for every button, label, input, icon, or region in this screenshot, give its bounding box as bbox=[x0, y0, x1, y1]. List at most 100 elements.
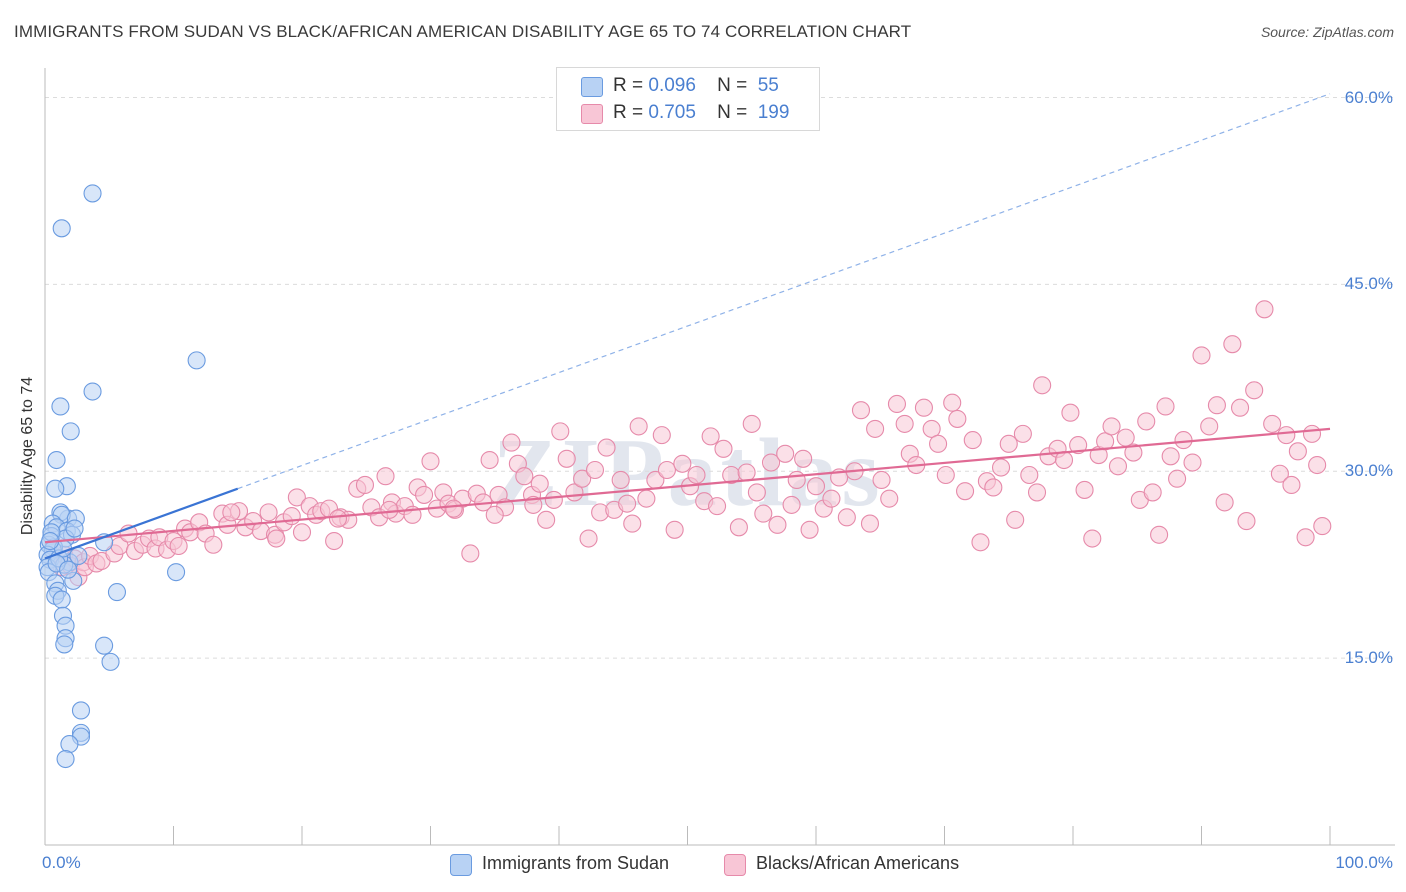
point-black bbox=[860, 514, 880, 533]
point-black bbox=[991, 458, 1011, 477]
point-black bbox=[1192, 346, 1211, 365]
point-black bbox=[259, 503, 278, 522]
point-sudan bbox=[59, 560, 78, 579]
point-black bbox=[169, 536, 188, 556]
point-black bbox=[1054, 450, 1074, 470]
point-sudan bbox=[55, 635, 74, 654]
point-black bbox=[761, 453, 781, 472]
series-name-black: Blacks/African Americans bbox=[756, 853, 960, 873]
point-black bbox=[637, 489, 656, 508]
point-sudan bbox=[47, 450, 66, 470]
y-tick-label: 30.0% bbox=[1344, 461, 1393, 481]
point-black bbox=[851, 401, 871, 420]
point-black bbox=[872, 470, 891, 490]
point-black bbox=[880, 489, 899, 508]
point-black bbox=[1143, 483, 1162, 502]
point-black bbox=[742, 414, 761, 433]
point-black bbox=[1296, 528, 1315, 547]
point-black bbox=[618, 494, 637, 513]
point-black bbox=[444, 499, 463, 518]
point-black bbox=[1006, 510, 1025, 529]
point-black bbox=[1108, 457, 1128, 476]
point-black bbox=[502, 433, 521, 452]
point-black bbox=[657, 460, 676, 480]
y-tick-label: 45.0% bbox=[1344, 274, 1393, 294]
legend-n-value: 199 bbox=[757, 102, 790, 123]
point-sudan bbox=[167, 563, 186, 582]
point-black bbox=[1161, 447, 1180, 466]
point-black bbox=[611, 470, 630, 490]
point-black bbox=[782, 495, 801, 514]
point-black bbox=[485, 505, 504, 524]
series-legend: Immigrants from Sudan Blacks/African Ame… bbox=[0, 852, 1406, 878]
point-black bbox=[292, 523, 312, 542]
point-black bbox=[380, 500, 399, 519]
point-black bbox=[1282, 475, 1301, 495]
point-sudan bbox=[71, 701, 91, 720]
point-black bbox=[963, 431, 982, 450]
point-black bbox=[737, 463, 756, 482]
series-swatch-pink bbox=[724, 854, 746, 876]
point-sudan bbox=[107, 583, 127, 602]
point-black bbox=[914, 398, 933, 417]
point-black bbox=[1288, 442, 1307, 461]
point-black bbox=[776, 444, 795, 463]
point-black bbox=[948, 409, 967, 428]
trend-lines bbox=[44, 93, 1331, 560]
trend-line-sudan bbox=[44, 487, 239, 560]
series-name-sudan: Immigrants from Sudan bbox=[482, 853, 670, 873]
point-black bbox=[1020, 465, 1039, 485]
point-black bbox=[1308, 455, 1327, 475]
point-black bbox=[1215, 493, 1234, 512]
point-sudan bbox=[65, 519, 84, 538]
point-black bbox=[267, 529, 286, 548]
point-black bbox=[623, 514, 642, 533]
point-black bbox=[1223, 335, 1242, 354]
point-black bbox=[1200, 417, 1219, 436]
point-black bbox=[421, 452, 440, 471]
legend-n-label: N = bbox=[717, 75, 748, 96]
trend-line-black bbox=[44, 427, 1331, 544]
chart-source: Source: ZipAtlas.com bbox=[1260, 24, 1394, 40]
point-sudan bbox=[83, 184, 102, 203]
point-black bbox=[325, 531, 344, 551]
legend: R = 0.096 N = 55 R = 0.705 N = 199 bbox=[556, 67, 820, 131]
axes bbox=[44, 68, 1395, 846]
point-black bbox=[1124, 443, 1143, 462]
point-black bbox=[895, 414, 914, 433]
legend-r-value: 0.096 bbox=[648, 75, 696, 96]
point-black bbox=[544, 490, 563, 509]
point-black bbox=[787, 470, 806, 490]
point-sudan bbox=[95, 636, 114, 655]
legend-n-label: N = bbox=[717, 102, 748, 123]
point-black bbox=[551, 422, 570, 441]
point-black bbox=[1137, 412, 1156, 431]
point-black bbox=[415, 485, 434, 504]
point-black bbox=[597, 438, 616, 457]
point-black bbox=[1313, 517, 1332, 536]
point-black bbox=[1116, 428, 1135, 447]
point-black bbox=[943, 393, 962, 412]
point-black bbox=[557, 449, 576, 468]
point-black bbox=[729, 518, 748, 537]
point-black bbox=[701, 427, 720, 446]
point-black bbox=[800, 520, 819, 539]
point-black bbox=[837, 508, 856, 527]
point-black bbox=[768, 515, 787, 534]
point-black bbox=[1102, 417, 1121, 436]
point-black bbox=[1231, 398, 1250, 417]
point-sudan bbox=[52, 219, 71, 238]
point-black bbox=[1237, 512, 1256, 531]
point-black bbox=[1083, 529, 1102, 548]
point-black bbox=[1168, 469, 1187, 488]
point-black bbox=[652, 426, 671, 445]
point-sudan bbox=[51, 397, 70, 416]
point-black bbox=[747, 483, 766, 502]
point-black bbox=[708, 497, 727, 516]
point-black bbox=[585, 460, 605, 480]
x-tick-label-max: 100.0% bbox=[1335, 853, 1393, 872]
point-black bbox=[936, 465, 955, 485]
point-sudan bbox=[60, 735, 79, 754]
point-black bbox=[1183, 453, 1202, 472]
